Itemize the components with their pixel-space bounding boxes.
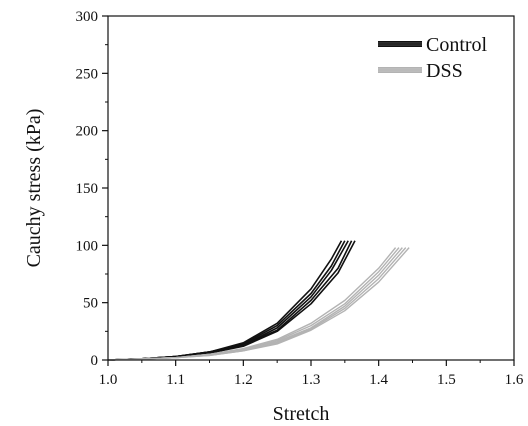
y-tick-label: 100: [76, 238, 99, 254]
legend-item-dss: DSS: [378, 60, 463, 82]
series-control-curve-4: [107, 240, 356, 361]
series-dss-curve-4: [107, 247, 407, 361]
plot-area: [107, 240, 410, 361]
y-tick-label: 50: [83, 296, 98, 312]
y-tick-label: 250: [76, 66, 99, 82]
legend-label: DSS: [426, 60, 463, 82]
x-tick-label: 1.5: [437, 372, 456, 388]
legend-item-control: Control: [378, 34, 488, 56]
y-tick-label: 300: [76, 9, 99, 25]
x-tick-label: 1.3: [302, 372, 321, 388]
y-tick-label: 200: [76, 124, 99, 140]
y-tick-label: 150: [76, 181, 99, 197]
series-dss-curve-2: [107, 247, 400, 361]
y-axis-title: Cauchy stress (kPa): [23, 109, 45, 268]
series-dss-curve-5: [107, 247, 410, 361]
y-tick-label: 0: [91, 353, 99, 369]
x-tick-label: 1.6: [505, 372, 524, 388]
axes: 1.0 1.1 1.2 1.3 1.4 1.5 1.6 0 50 100 150 200 250 300: [76, 9, 524, 388]
x-tick-label: 1.1: [166, 372, 185, 388]
x-tick-label: 1.0: [99, 372, 118, 388]
x-tick-label: 1.2: [234, 372, 253, 388]
x-tick-label: 1.4: [369, 372, 388, 388]
series-control-curve-1: [107, 240, 346, 361]
legend: Control DSS: [378, 34, 488, 82]
legend-label: Control: [426, 34, 488, 56]
series-dss-curve-3: [107, 247, 403, 361]
x-axis-title: Stretch: [273, 403, 330, 425]
series-control-curve-2: [107, 240, 349, 361]
